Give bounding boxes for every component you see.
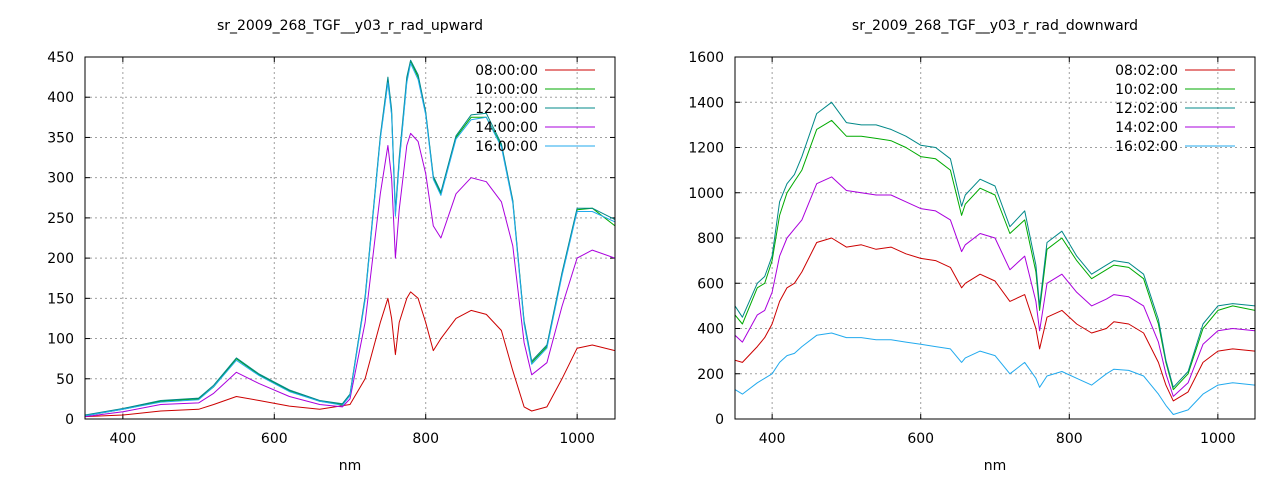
x-axis-label: nm (984, 458, 1007, 474)
series-line (735, 101, 1255, 388)
series-line (85, 59, 615, 416)
x-axis-label: nm (339, 458, 362, 474)
y-tick-label: 450 (47, 50, 74, 66)
legend-label: 08:00:00 (475, 63, 538, 79)
legend-label: 12:00:00 (475, 101, 538, 117)
legend-label: 16:02:00 (1115, 139, 1178, 155)
x-tick-label: 800 (412, 431, 439, 447)
y-tick-label: 800 (697, 231, 724, 247)
x-tick-label: 600 (907, 431, 934, 447)
y-tick-label: 50 (56, 372, 74, 388)
legend: 08:00:00 10:00:00 12:00:00 14:00:00 16:00:00 (475, 63, 595, 155)
series-line (85, 62, 615, 417)
x-tick-label: 400 (109, 431, 136, 447)
x-tick-label: 1000 (1200, 431, 1236, 447)
x-tick-label: 1000 (559, 431, 595, 447)
legend-label: 08:02:00 (1115, 63, 1178, 79)
y-tick-label: 400 (47, 90, 74, 106)
y-tick-label: 1200 (688, 141, 724, 157)
y-tick-label: 1600 (688, 50, 724, 66)
series-group (85, 59, 615, 418)
y-tick-label: 100 (47, 332, 74, 348)
series-line (85, 291, 615, 418)
y-tick-label: 300 (47, 171, 74, 187)
legend: 08:02:00 10:02:00 12:02:00 14:02:00 16:02:00 (1115, 63, 1235, 155)
legend-label: 10:02:00 (1115, 82, 1178, 98)
series-line (735, 237, 1255, 402)
series-group (735, 101, 1255, 415)
series-line (735, 119, 1255, 391)
x-tick-label: 600 (261, 431, 288, 447)
series-line (735, 332, 1255, 415)
legend-label: 14:02:00 (1115, 120, 1178, 136)
chart-title: sr_2009_268_TGF__y03_r_rad_downward (852, 18, 1138, 34)
x-tick-label: 400 (759, 431, 786, 447)
y-tick-label: 1000 (688, 186, 724, 202)
legend-label: 14:00:00 (475, 120, 538, 136)
y-tick-label: 150 (47, 291, 74, 307)
y-tick-label: 200 (697, 367, 724, 383)
legend-label: 12:02:00 (1115, 101, 1178, 117)
series-line (735, 176, 1255, 397)
chart-2: sr_2009_268_TGF__y03_r_rad_downward 400 60… (688, 18, 1256, 474)
chart-1: sr_2009_268_TGF__y03_r_rad_upward 400 600 8… (47, 18, 616, 474)
legend-label: 10:00:00 (475, 82, 538, 98)
chart-title: sr_2009_268_TGF__y03_r_rad_upward (217, 18, 483, 34)
plot-frame (734, 56, 1256, 420)
legend-label: 16:00:00 (475, 139, 538, 155)
x-tick-label: 800 (1056, 431, 1083, 447)
y-tick-label: 1400 (688, 95, 724, 111)
y-tick-label: 250 (47, 211, 74, 227)
y-tick-label: 200 (47, 251, 74, 267)
y-tick-label: 0 (715, 412, 724, 428)
series-line (85, 132, 615, 418)
y-tick-label: 600 (697, 276, 724, 292)
y-tick-label: 400 (697, 322, 724, 338)
y-tick-label: 350 (47, 130, 74, 146)
plot-frame (84, 56, 616, 420)
y-tick-label: 0 (65, 412, 74, 428)
